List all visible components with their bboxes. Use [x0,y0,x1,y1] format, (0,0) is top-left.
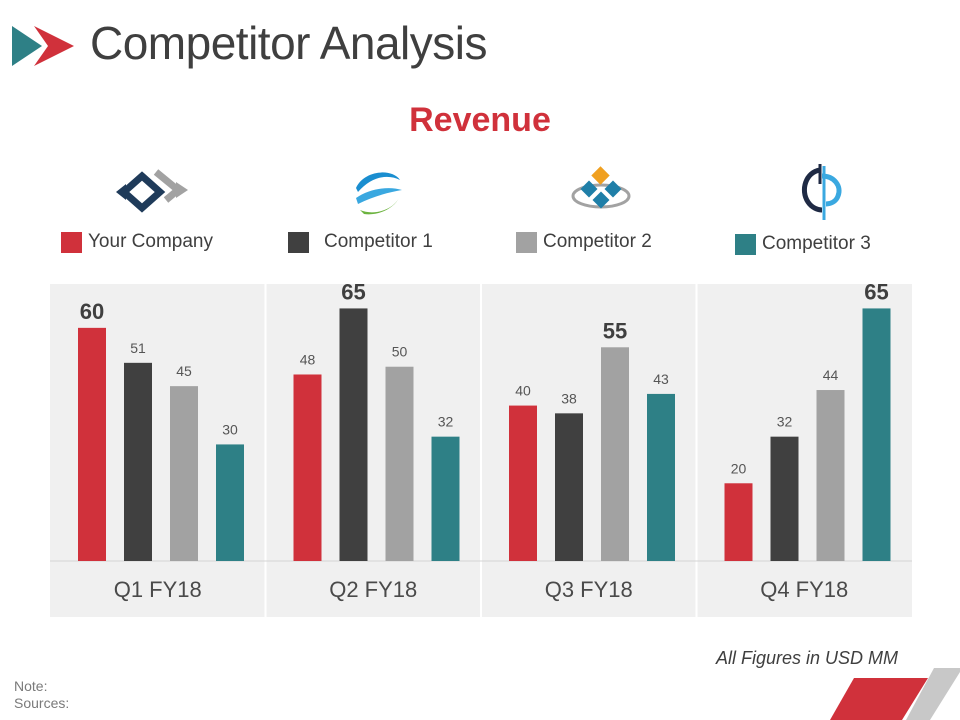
category-label: Q4 FY18 [760,577,848,602]
legend-label: Competitor 2 [543,231,652,252]
legend-label: Competitor 3 [762,233,871,254]
legend-swatch [288,231,309,253]
data-label: 30 [222,421,238,437]
bar [385,366,414,561]
bar [293,374,322,561]
bar [601,347,629,561]
data-label: 60 [80,299,104,324]
data-label: 55 [603,318,627,343]
bar [862,308,891,561]
data-label: 44 [823,367,839,383]
legend-item-competitor-1: Competitor 1 [288,230,433,254]
bar [555,413,583,561]
bar [339,308,368,561]
category-label: Q3 FY18 [545,577,633,602]
category-label: Q1 FY18 [114,577,202,602]
bar [770,436,799,561]
bar [78,327,106,561]
bar [647,393,675,561]
bar [170,386,198,561]
legend-swatch [61,231,82,253]
data-label: 65 [341,279,365,304]
data-label: 43 [653,371,669,387]
bar [816,390,845,561]
diamond-arrows-logo [116,169,188,213]
chart-title: Revenue [409,101,551,139]
data-label: 50 [392,344,408,360]
corner-stripes-decoration [830,668,960,720]
page-title: Competitor Analysis [90,17,488,69]
bar [431,436,460,561]
category-label: Q2 FY18 [329,577,417,602]
data-label: 32 [777,414,793,430]
legend-item-competitor-2: Competitor 2 [516,230,652,254]
bar [124,362,152,561]
ring-logo [802,164,842,220]
tile-globe-logo [571,166,631,209]
legend-swatch [735,233,756,255]
data-label: 51 [130,340,146,356]
bar [724,483,753,561]
note-label: Note: [14,678,48,694]
legend-swatch [516,231,537,253]
legend-label: Your Company [88,231,213,252]
data-label: 45 [176,363,192,379]
data-label: 38 [561,390,577,406]
data-label: 65 [864,279,888,304]
sources-label: Sources: [14,695,70,711]
swoosh-globe-logo [356,172,402,215]
legend-item-your-company: Your Company [61,230,213,254]
bar [216,444,244,561]
units-note: All Figures in USD MM [715,648,898,668]
legend-label: Competitor 1 [324,231,433,252]
bar [509,405,537,561]
legend-item-competitor-3: Competitor 3 [735,232,871,256]
data-label: 40 [515,383,531,399]
data-label: 20 [731,460,747,476]
data-label: 32 [438,414,454,430]
data-label: 48 [300,351,316,367]
title-arrows-icon [12,26,74,66]
